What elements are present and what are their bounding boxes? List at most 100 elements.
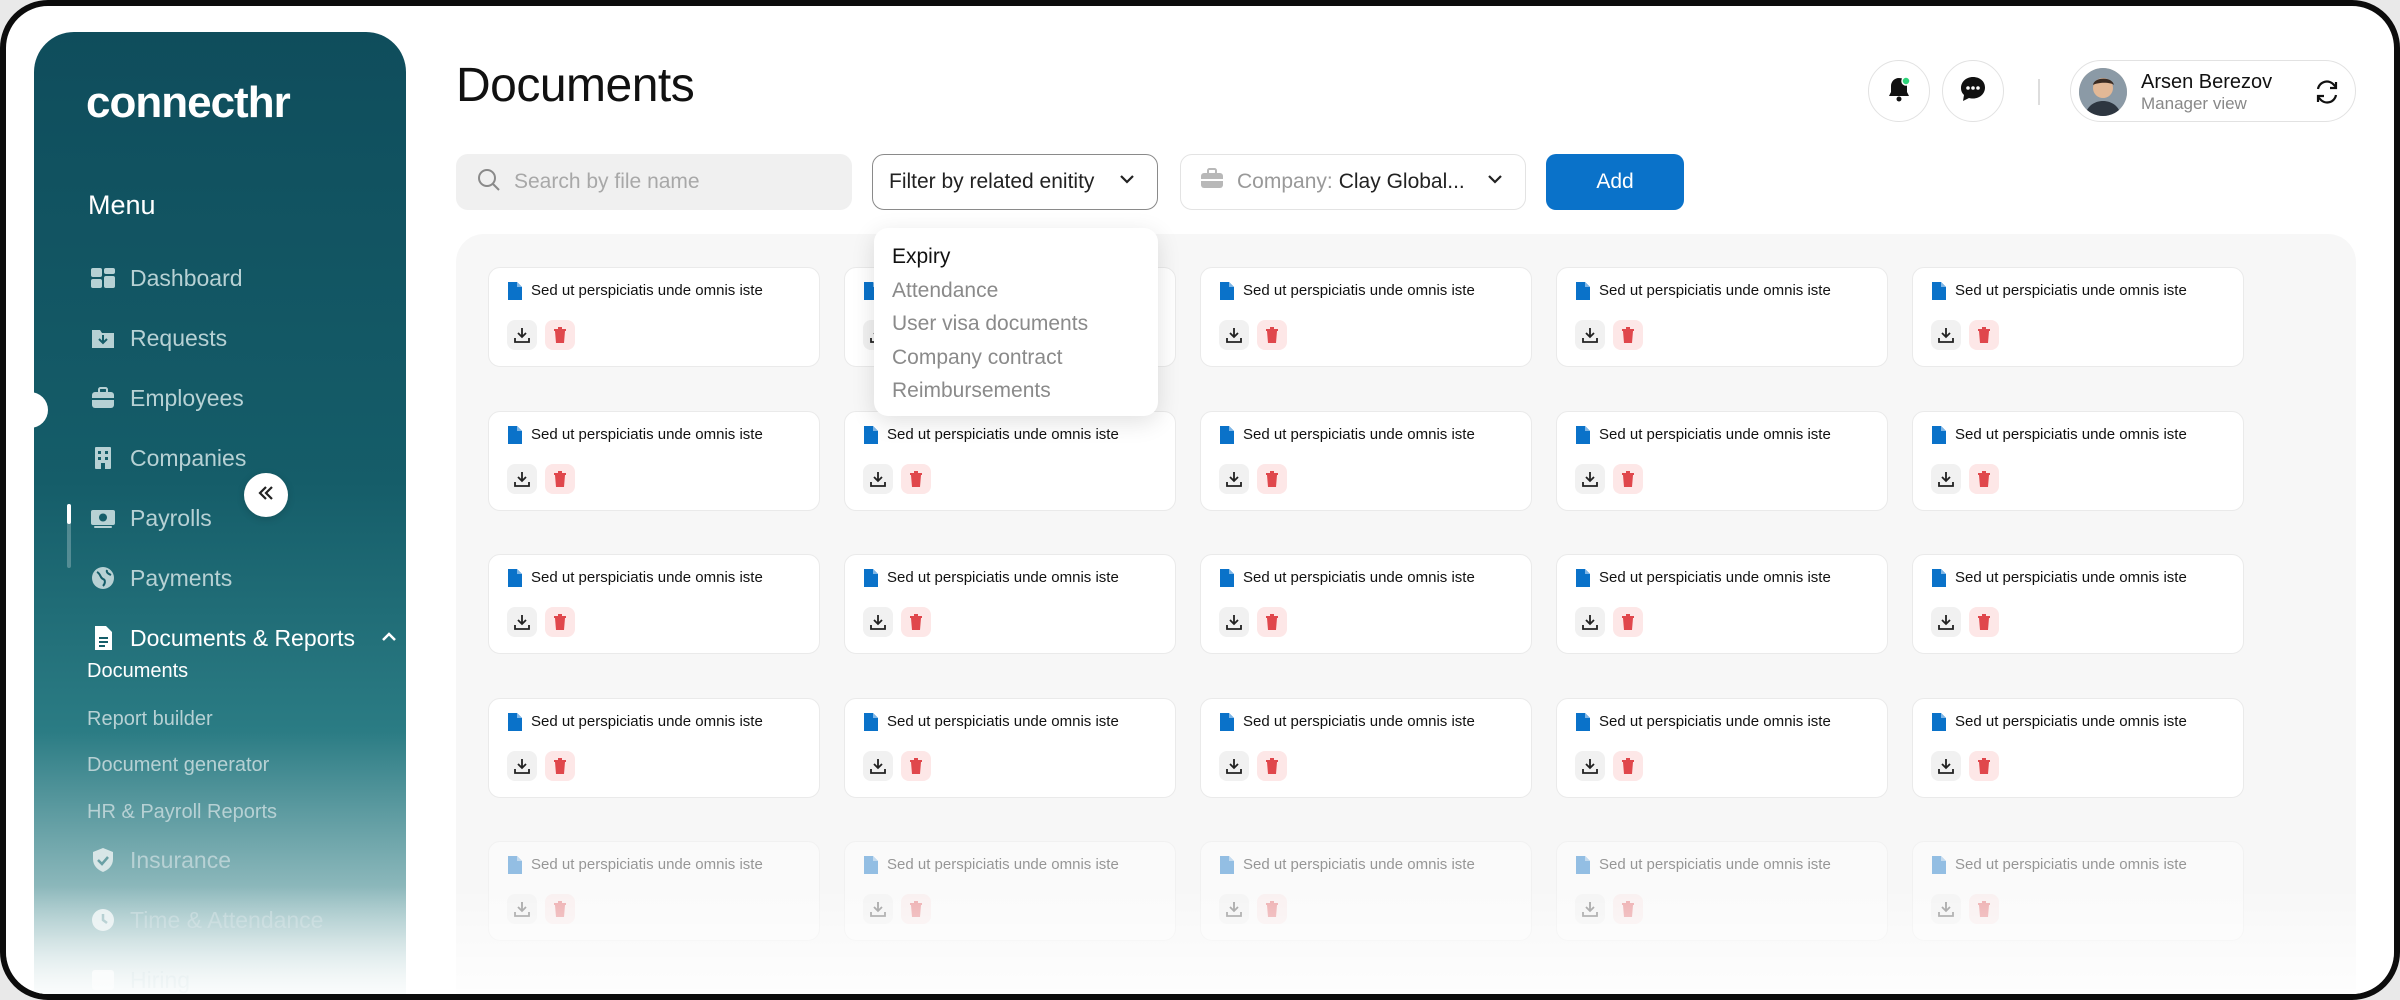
sidebar-item-requests[interactable]: Requests — [88, 318, 227, 358]
download-button[interactable] — [1575, 607, 1605, 637]
document-card[interactable]: Sed ut perspiciatis unde omnis iste — [1200, 698, 1532, 798]
document-card[interactable]: Sed ut perspiciatis unde omnis iste — [844, 411, 1176, 511]
subitem-document-generator[interactable]: Document generator — [87, 754, 270, 776]
dropdown-option-company-contract[interactable]: Company contract — [892, 345, 1063, 369]
download-button[interactable] — [1931, 464, 1961, 494]
dropdown-option-attendance[interactable]: Attendance — [892, 278, 999, 302]
sidebar-item-companies[interactable]: Companies — [88, 438, 246, 478]
delete-button[interactable] — [1257, 894, 1287, 924]
download-button[interactable] — [863, 464, 893, 494]
document-card[interactable]: Sed ut perspiciatis unde omnis iste — [1912, 267, 2244, 367]
switch-view-icon[interactable] — [2311, 76, 2343, 113]
document-card[interactable]: Sed ut perspiciatis unde omnis iste — [1912, 411, 2244, 511]
delete-button[interactable] — [1613, 320, 1643, 350]
download-button[interactable] — [863, 751, 893, 781]
delete-button[interactable] — [1257, 607, 1287, 637]
submenu-scrollbar[interactable] — [67, 504, 71, 568]
download-button[interactable] — [1219, 751, 1249, 781]
sidebar-item-payrolls[interactable]: Payrolls — [88, 498, 212, 538]
delete-button[interactable] — [1969, 320, 1999, 350]
sidebar-item-payments[interactable]: Payments — [88, 558, 232, 598]
delete-button[interactable] — [545, 894, 575, 924]
delete-button[interactable] — [901, 464, 931, 494]
subitem-documents[interactable]: Documents — [87, 660, 189, 682]
add-button[interactable]: Add — [1546, 154, 1684, 210]
document-card[interactable]: Sed ut perspiciatis unde omnis iste — [1912, 554, 2244, 654]
document-card[interactable]: Sed ut perspiciatis unde omnis iste — [1556, 554, 1888, 654]
dropdown-option-user-visa-documents[interactable]: User visa documents — [892, 312, 1089, 335]
sidebar-item-hiring[interactable]: Hiring — [88, 960, 190, 994]
delete-button[interactable] — [901, 607, 931, 637]
download-button[interactable] — [1219, 464, 1249, 494]
search-box[interactable] — [456, 154, 852, 210]
download-button[interactable] — [507, 464, 537, 494]
entity-filter-select[interactable]: Filter by related enitity — [872, 154, 1158, 210]
document-card[interactable]: Sed ut perspiciatis unde omnis iste — [488, 698, 820, 798]
company-select[interactable]: Company: Clay Global... — [1180, 154, 1526, 210]
delete-button[interactable] — [545, 607, 575, 637]
notifications-button[interactable] — [1868, 60, 1930, 122]
download-button[interactable] — [1931, 320, 1961, 350]
download-button[interactable] — [507, 894, 537, 924]
document-card[interactable]: Sed ut perspiciatis unde omnis iste — [1912, 698, 2244, 798]
document-card[interactable]: Sed ut perspiciatis unde omnis iste — [1200, 554, 1532, 654]
sidebar-item-time-attendance[interactable]: Time & Attendance — [88, 900, 323, 940]
download-button[interactable] — [1219, 607, 1249, 637]
document-card[interactable]: Sed ut perspiciatis unde omnis iste — [488, 267, 820, 367]
document-card[interactable]: Sed ut perspiciatis unde omnis iste — [488, 554, 820, 654]
delete-button[interactable] — [1969, 464, 1999, 494]
delete-button[interactable] — [1969, 751, 1999, 781]
download-button[interactable] — [1575, 320, 1605, 350]
document-card[interactable]: Sed ut perspiciatis unde omnis iste — [844, 698, 1176, 798]
download-button[interactable] — [1931, 894, 1961, 924]
download-button[interactable] — [507, 607, 537, 637]
download-button[interactable] — [1575, 464, 1605, 494]
document-card[interactable]: Sed ut perspiciatis unde omnis iste — [1556, 267, 1888, 367]
delete-button[interactable] — [545, 751, 575, 781]
download-button[interactable] — [1575, 894, 1605, 924]
dropdown-option-reimbursements[interactable]: Reimbursements — [892, 379, 1051, 402]
document-card[interactable]: Sed ut perspiciatis unde omnis iste — [1556, 411, 1888, 511]
download-button[interactable] — [1931, 607, 1961, 637]
document-card[interactable]: Sed ut perspiciatis unde omnis iste — [844, 841, 1176, 941]
delete-button[interactable] — [1613, 894, 1643, 924]
subitem-report-builder[interactable]: Report builder — [87, 708, 213, 730]
sidebar-item-documents-reports[interactable]: Documents & Reports — [88, 618, 398, 658]
document-card[interactable]: Sed ut perspiciatis unde omnis iste — [488, 411, 820, 511]
document-card[interactable]: Sed ut perspiciatis unde omnis iste — [1912, 841, 2244, 941]
delete-button[interactable] — [545, 464, 575, 494]
document-card[interactable]: Sed ut perspiciatis unde omnis iste — [488, 841, 820, 941]
search-input[interactable] — [514, 170, 834, 194]
document-card[interactable]: Sed ut perspiciatis unde omnis iste — [1200, 411, 1532, 511]
collapse-sidebar-button[interactable] — [244, 473, 288, 517]
delete-button[interactable] — [1613, 464, 1643, 494]
delete-button[interactable] — [1613, 607, 1643, 637]
sidebar-item-employees[interactable]: Employees — [88, 378, 244, 418]
document-card[interactable]: Sed ut perspiciatis unde omnis iste — [1200, 841, 1532, 941]
sidebar-item-insurance[interactable]: Insurance — [88, 840, 231, 880]
dropdown-option-expiry[interactable]: Expiry — [892, 245, 951, 268]
delete-button[interactable] — [1257, 751, 1287, 781]
messages-button[interactable] — [1942, 60, 2004, 122]
document-card[interactable]: Sed ut perspiciatis unde omnis iste — [1556, 698, 1888, 798]
download-button[interactable] — [507, 320, 537, 350]
download-button[interactable] — [507, 751, 537, 781]
document-card[interactable]: Sed ut perspiciatis unde omnis iste — [1200, 267, 1532, 367]
user-profile[interactable]: Arsen Berezov Manager view — [2070, 60, 2356, 122]
delete-button[interactable] — [1969, 607, 1999, 637]
delete-button[interactable] — [901, 894, 931, 924]
download-button[interactable] — [1219, 894, 1249, 924]
sidebar-item-dashboard[interactable]: Dashboard — [88, 258, 243, 298]
delete-button[interactable] — [545, 320, 575, 350]
download-button[interactable] — [1931, 751, 1961, 781]
download-button[interactable] — [1219, 320, 1249, 350]
delete-button[interactable] — [1257, 464, 1287, 494]
download-button[interactable] — [863, 607, 893, 637]
download-button[interactable] — [1575, 751, 1605, 781]
document-card[interactable]: Sed ut perspiciatis unde omnis iste — [1556, 841, 1888, 941]
subitem-hr-payroll-reports[interactable]: HR & Payroll Reports — [87, 801, 278, 823]
download-button[interactable] — [863, 894, 893, 924]
document-card[interactable]: Sed ut perspiciatis unde omnis iste — [844, 554, 1176, 654]
delete-button[interactable] — [1613, 751, 1643, 781]
delete-button[interactable] — [901, 751, 931, 781]
